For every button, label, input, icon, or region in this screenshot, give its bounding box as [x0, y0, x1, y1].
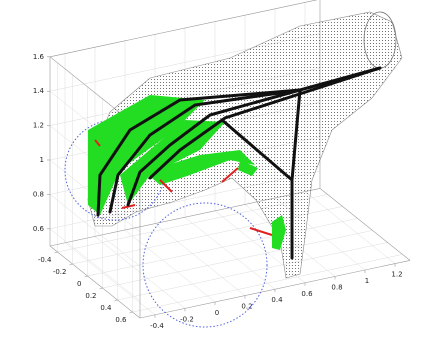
- axis-box: [320, 188, 410, 260]
- x-tick-label: -0.2: [180, 315, 194, 323]
- y-tick: [100, 288, 103, 289]
- grid-line: [133, 254, 403, 312]
- y-tick: [130, 312, 133, 313]
- y-tick-label: 0: [77, 280, 81, 288]
- z-tick-label: 1.6: [33, 53, 45, 61]
- x-tick-label: 0.8: [331, 283, 342, 291]
- z-tick-label: 0.6: [33, 225, 45, 233]
- z-tick-label: 1.4: [33, 87, 45, 95]
- z-tick-label: 0.8: [33, 190, 44, 198]
- y-tick: [55, 252, 58, 253]
- grid-line: [305, 192, 395, 264]
- z-tick-label: 1.2: [33, 122, 44, 130]
- y-tick: [70, 264, 73, 265]
- x-tick-label: 0.6: [301, 290, 313, 298]
- grid-line: [185, 217, 275, 289]
- x-tick-label: 1.2: [391, 271, 402, 279]
- y-tick-label: 0.6: [115, 316, 127, 324]
- chart: -0.4-0.200.20.40.60.811.2-0.4-0.200.20.4…: [0, 0, 436, 337]
- y-tick-label: -0.2: [53, 268, 67, 276]
- grid-line: [125, 230, 215, 302]
- axis-box: [50, 246, 140, 318]
- x-tick-label: -0.4: [150, 322, 164, 330]
- y-tick: [85, 276, 88, 277]
- hand-model: [65, 12, 402, 327]
- x-tick-label: 1: [365, 277, 369, 285]
- grid-line: [155, 224, 245, 296]
- x-tick-label: 0: [215, 309, 219, 317]
- y-tick-label: 0.4: [100, 304, 112, 312]
- grid-line: [118, 242, 388, 300]
- z-tick-label: 1: [40, 156, 44, 164]
- y-tick: [115, 300, 118, 301]
- x-tick-label: 0.4: [271, 296, 283, 304]
- force-arrow: [250, 228, 272, 235]
- page: {"chart_data": {"type": "mesh3d", "xlim"…: [0, 0, 436, 337]
- y-tick-label: -0.4: [38, 256, 52, 264]
- grid-line: [50, 229, 140, 301]
- y-tick-label: 0.2: [85, 292, 96, 300]
- grid-line: [88, 218, 358, 276]
